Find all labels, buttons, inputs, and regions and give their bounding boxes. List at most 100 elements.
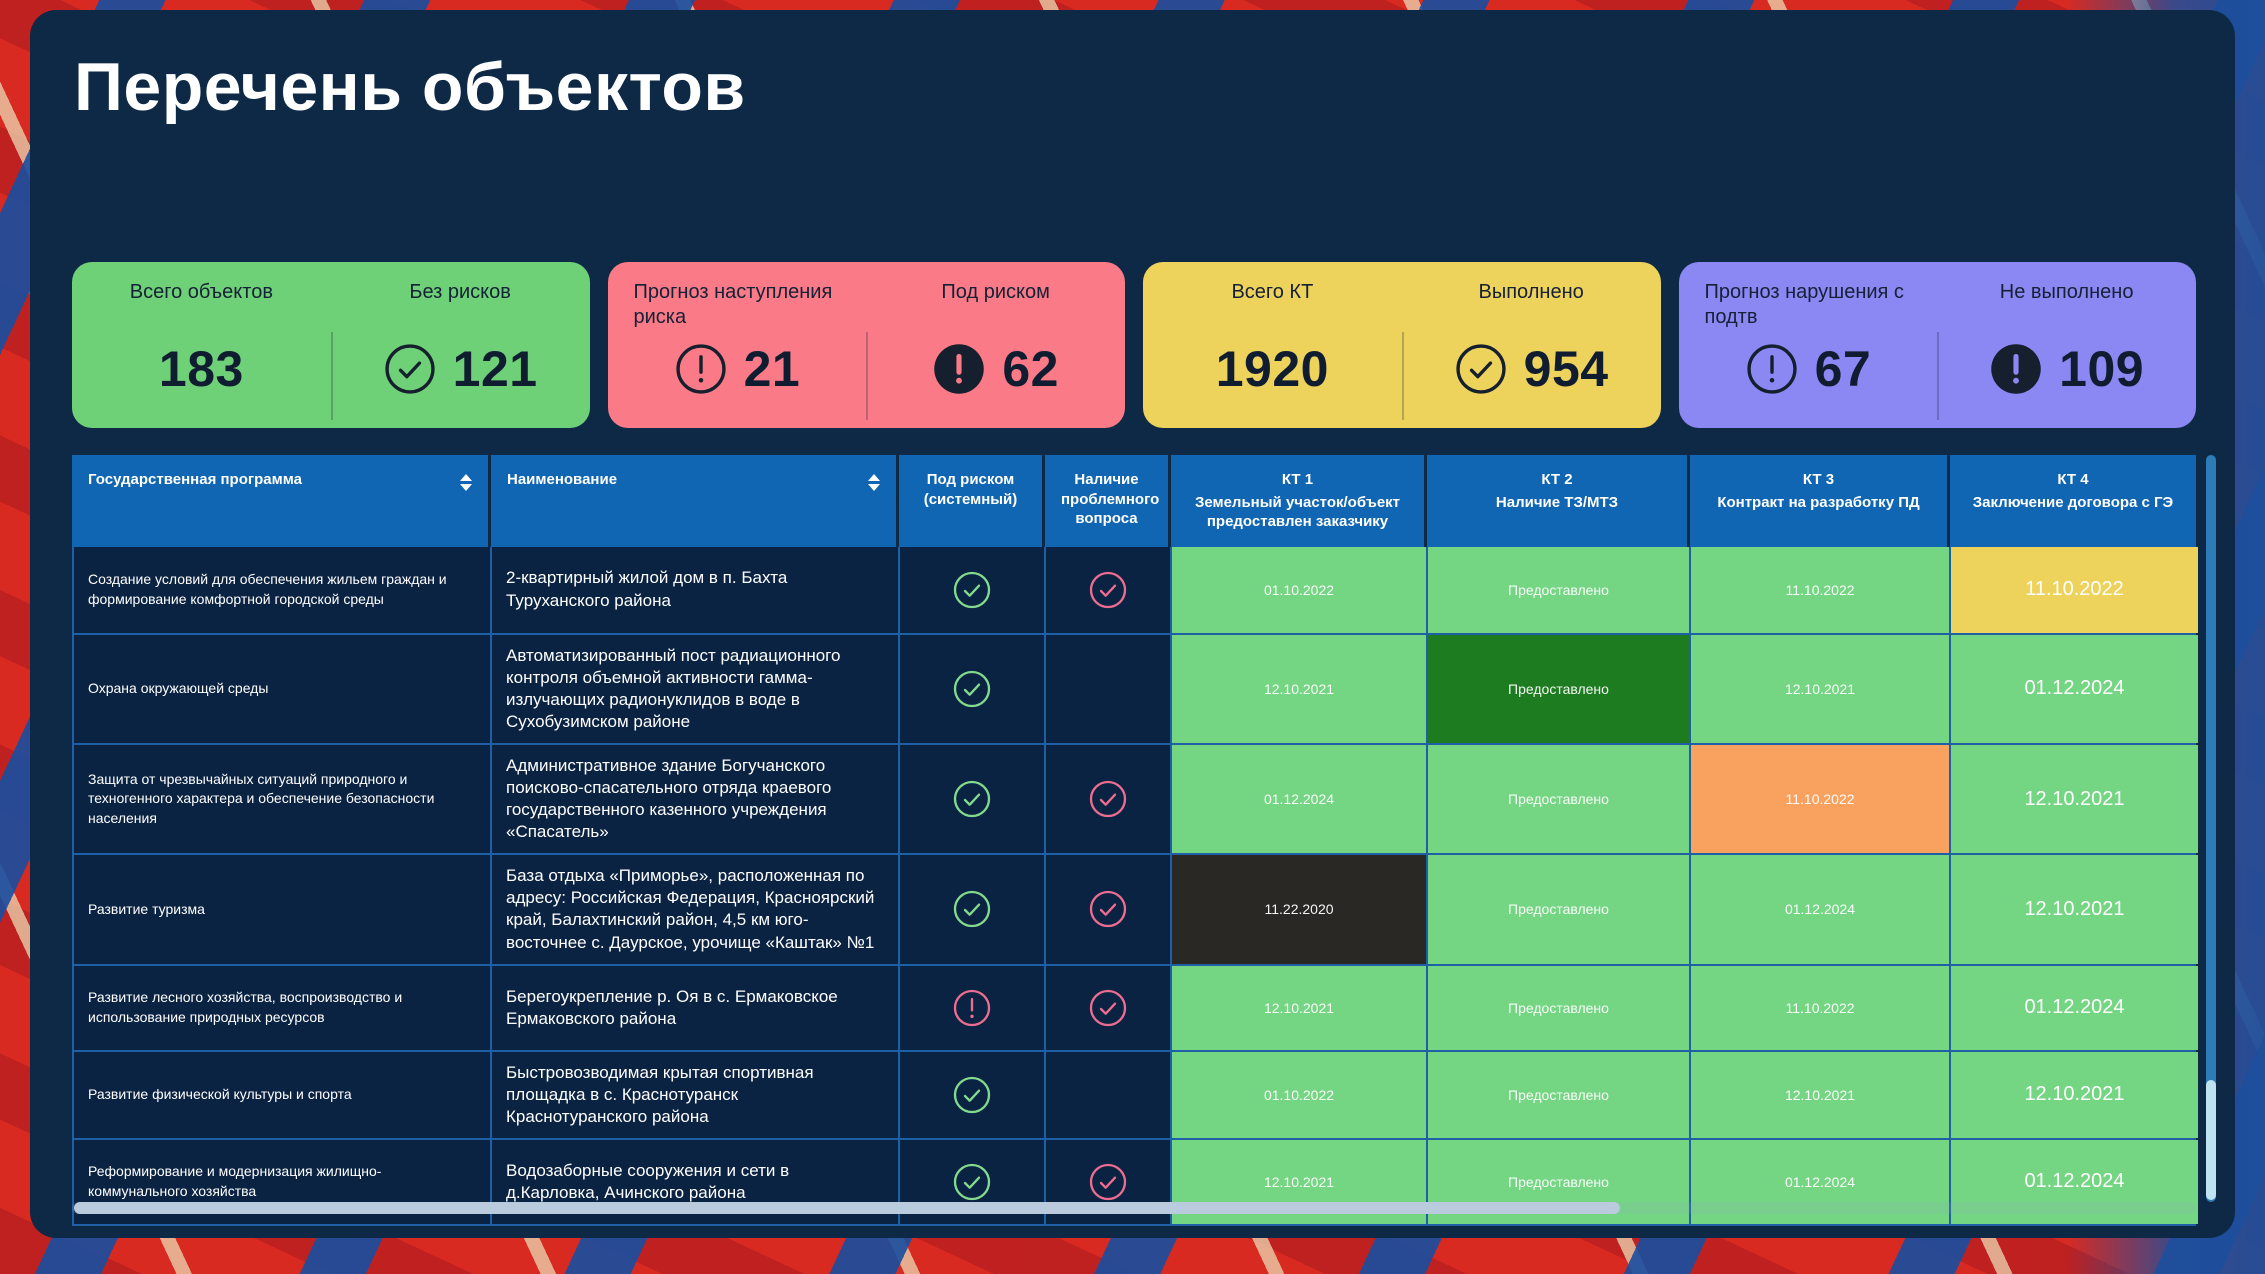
- card-value: 121: [452, 341, 538, 397]
- kt3-subtitle: Контракт на разработку ПД: [1717, 493, 1920, 511]
- sort-icon[interactable]: [460, 474, 472, 491]
- program-cell: Создание условий для обеспечения жильем …: [88, 570, 447, 607]
- check-circle-icon: [953, 780, 991, 818]
- kt4-cell: 01.12.2024: [1949, 965, 2198, 1050]
- kt3-cell: 11.10.2022: [1689, 744, 1949, 854]
- name-cell: Быстровозводимая крытая спортивная площа…: [490, 1051, 898, 1138]
- kt3-cell: 12.10.2021: [1689, 1051, 1949, 1138]
- risk-cell: [898, 744, 1044, 854]
- card-right-half: Выполнено 954: [1402, 262, 1661, 428]
- kt2-cell: Предоставлено: [1426, 744, 1689, 854]
- card-divider: [330, 331, 333, 420]
- column-header-name-label: Наименование: [507, 471, 618, 488]
- table-row[interactable]: Создание условий для обеспечения жильем …: [74, 546, 2198, 633]
- alert-filled-icon: [934, 344, 985, 394]
- kt1-cell: 11.22.2020: [1170, 855, 1426, 964]
- kt1-subtitle: Земельный участок/объект предоставлен за…: [1194, 493, 1401, 531]
- kt2-cell: Предоставлено: [1426, 634, 1689, 743]
- kt1-cell: 12.10.2021: [1170, 965, 1426, 1050]
- card-value: 67: [1814, 341, 1872, 397]
- name-cell: Водозаборные сооружения и сети в д.Карло…: [490, 1139, 898, 1224]
- summary-card: Всего объектов 183 Без рисков 121: [72, 262, 590, 428]
- check-circle-icon: [953, 670, 991, 707]
- table-row[interactable]: Развитие физической культуры и спорта Бы…: [74, 1049, 2198, 1138]
- summary-card: Прогноз наступления риска 21 Под риском …: [607, 262, 1125, 428]
- program-cell: Развитие туризма: [88, 900, 205, 917]
- column-header-kt2: КТ 2 Наличие ТЗ/МТЗ: [1424, 455, 1687, 547]
- kt1-cell: 01.12.2024: [1170, 744, 1426, 854]
- issue-cell: [1044, 965, 1170, 1050]
- risk-cell: [898, 855, 1044, 964]
- dashboard-panel: Перечень объектов Всего объектов 183 Без…: [30, 10, 2235, 1238]
- kt4-cell: 12.10.2021: [1949, 855, 2198, 964]
- horizontal-scrollbar-thumb[interactable]: [74, 1202, 1620, 1214]
- kt3-cell: 11.10.2022: [1689, 546, 1949, 633]
- check-circle-icon: [953, 891, 991, 928]
- check-circle-icon: [1089, 1163, 1127, 1201]
- kt2-cell: Предоставлено: [1426, 965, 1689, 1050]
- kt2-cell: Предоставлено: [1426, 855, 1689, 964]
- summary-card: Всего КТ 1920 Выполнено 954: [1143, 262, 1661, 428]
- program-cell: Защита от чрезвычайных ситуаций природно…: [88, 770, 435, 826]
- risk-cell: [898, 965, 1044, 1050]
- card-value: 1920: [1215, 341, 1329, 397]
- card-value: 62: [1002, 341, 1059, 397]
- kt3-cell: 11.10.2022: [1689, 965, 1949, 1050]
- name-cell: База отдыха «Приморье», расположенная по…: [490, 855, 898, 964]
- column-header-program[interactable]: Государственная программа: [72, 455, 488, 547]
- page-title: Перечень объектов: [74, 49, 746, 125]
- table-row[interactable]: Реформирование и модернизация жилищно-ко…: [74, 1137, 2198, 1224]
- check-circle-icon: [1089, 571, 1127, 608]
- kt1-title: КТ 1: [1281, 471, 1314, 488]
- objects-table: Государственная программа Наименование П…: [72, 455, 2198, 1226]
- card-label: Всего КТ: [1231, 281, 1314, 303]
- alert-circle-icon: [1746, 344, 1797, 394]
- card-value: 183: [158, 341, 244, 397]
- column-header-kt3: КТ 3 Контракт на разработку ПД: [1687, 455, 1947, 547]
- kt1-cell: 01.10.2022: [1170, 1051, 1426, 1138]
- card-left-half: Всего объектов 183: [72, 262, 331, 428]
- card-left-half: Прогноз нарушения с подтв 67: [1679, 262, 1938, 428]
- kt4-subtitle: Заключение договора с ГЭ: [1972, 493, 2174, 511]
- card-divider: [866, 331, 869, 420]
- program-cell: Развитие лесного хозяйства, воспроизводс…: [88, 989, 403, 1025]
- check-circle-icon: [1089, 891, 1127, 928]
- card-value: 109: [2059, 341, 2145, 397]
- check-circle-icon: [1089, 989, 1127, 1026]
- vertical-scrollbar: [2206, 455, 2216, 1202]
- table-row[interactable]: Защита от чрезвычайных ситуаций природно…: [74, 742, 2198, 854]
- kt4-title: КТ 4: [2057, 471, 2089, 488]
- check-circle-icon: [1089, 780, 1127, 818]
- table-row[interactable]: Охрана окружающей среды Автоматизированн…: [74, 632, 2198, 743]
- kt2-subtitle: Наличие ТЗ/МТЗ: [1495, 493, 1619, 511]
- check-circle-icon: [953, 1163, 991, 1201]
- column-header-name[interactable]: Наименование: [488, 455, 896, 547]
- card-right-half: Не выполнено 109: [1937, 262, 2196, 428]
- program-cell: Развитие физической культуры и спорта: [88, 1085, 352, 1102]
- issue-cell: [1044, 855, 1170, 964]
- kt2-title: КТ 2: [1541, 471, 1573, 488]
- column-header-program-label: Государственная программа: [88, 471, 302, 488]
- kt4-cell: 01.12.2024: [1949, 1139, 2198, 1224]
- card-label: Всего объектов: [129, 281, 273, 303]
- alert-circle-icon: [953, 989, 991, 1026]
- kt3-cell: 12.10.2021: [1689, 634, 1949, 743]
- risk-cell: [898, 1051, 1044, 1138]
- card-label: Прогноз нарушения с подтв: [1704, 281, 1904, 328]
- table-body: Создание условий для обеспечения жильем …: [72, 546, 2198, 1226]
- table-row[interactable]: Развитие лесного хозяйства, воспроизводс…: [74, 963, 2198, 1050]
- program-cell: Охрана окружающей среды: [88, 679, 269, 696]
- kt4-cell: 11.10.2022: [1949, 546, 2198, 633]
- name-cell: 2-квартирный жилой дом в п. Бахта Туруха…: [490, 546, 898, 633]
- card-value: 954: [1523, 341, 1609, 397]
- table-row[interactable]: Развитие туризма База отдыха «Приморье»,…: [74, 853, 2198, 964]
- card-label: Без рисков: [409, 281, 511, 303]
- kt3-title: КТ 3: [1802, 471, 1835, 488]
- check-circle-icon: [953, 1076, 991, 1113]
- card-value: 21: [743, 341, 801, 397]
- column-header-kt1: КТ 1 Земельный участок/объект предоставл…: [1168, 455, 1424, 547]
- issue-cell: [1044, 1139, 1170, 1224]
- sort-icon[interactable]: [868, 474, 880, 491]
- card-label: Не выполнено: [1999, 281, 2134, 303]
- vertical-scrollbar-thumb[interactable]: [2206, 1080, 2216, 1200]
